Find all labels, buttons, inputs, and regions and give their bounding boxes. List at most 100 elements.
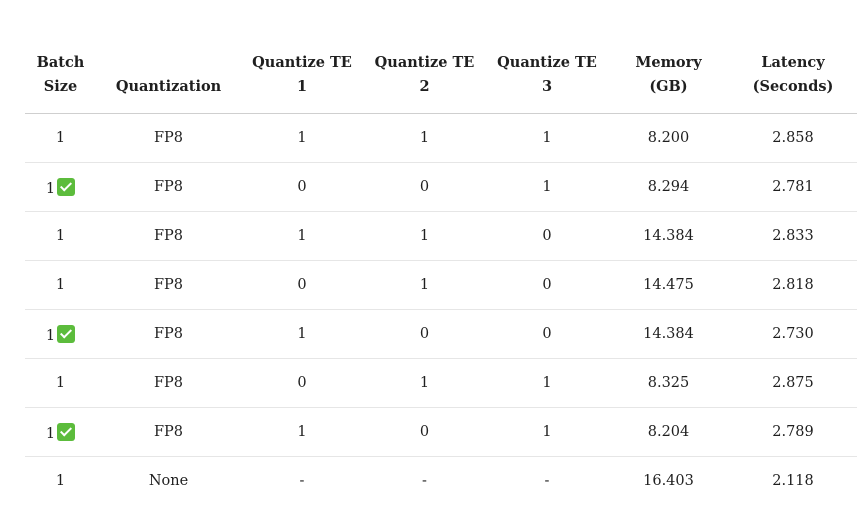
- cell-te2: -: [363, 457, 486, 505]
- batch-size-value: 1: [56, 130, 65, 146]
- header-quantize-te-1: Quantize TE 1: [241, 36, 363, 114]
- batch-size-value: 1: [46, 328, 55, 344]
- header-quantize-te-3: Quantize TE 3: [486, 36, 608, 114]
- cell-quantization: FP8: [96, 310, 241, 359]
- cell-batch-size: 1: [25, 114, 96, 163]
- header-line: 1: [245, 75, 359, 99]
- table-row: 1 FP8 1 0 0 14.384 2.730: [25, 310, 857, 359]
- check-mark-button-icon: [57, 325, 75, 343]
- table-body: 1 FP8 1 1 1 8.200 2.858 1 FP8 0 0 1 8.29…: [25, 114, 857, 505]
- cell-te3: -: [486, 457, 608, 505]
- cell-batch-size: 1: [25, 457, 96, 505]
- cell-latency: 2.858: [729, 114, 857, 163]
- cell-batch-size: 1: [25, 408, 96, 457]
- cell-batch-size: 1: [25, 310, 96, 359]
- cell-te1: 1: [241, 310, 363, 359]
- table-row: 1 FP8 1 1 0 14.384 2.833: [25, 212, 857, 261]
- header-row: Batch Size Quantization Quantize TE 1 Qu…: [25, 36, 857, 114]
- cell-te2: 1: [363, 114, 486, 163]
- cell-te1: 0: [241, 359, 363, 408]
- cell-latency: 2.833: [729, 212, 857, 261]
- cell-memory: 14.475: [608, 261, 729, 310]
- cell-te1: 0: [241, 163, 363, 212]
- cell-te2: 0: [363, 310, 486, 359]
- batch-size-value: 1: [56, 277, 65, 293]
- batch-size-value: 1: [46, 181, 55, 197]
- header-memory: Memory (GB): [608, 36, 729, 114]
- check-mark-button-icon: [57, 178, 75, 196]
- cell-te2: 1: [363, 359, 486, 408]
- cell-te1: 1: [241, 408, 363, 457]
- batch-size-value: 1: [56, 228, 65, 244]
- cell-te2: 1: [363, 261, 486, 310]
- cell-te2: 1: [363, 212, 486, 261]
- cell-te3: 1: [486, 359, 608, 408]
- header-line: (GB): [612, 75, 725, 99]
- table-row: 1 None - - - 16.403 2.118: [25, 457, 857, 505]
- cell-memory: 14.384: [608, 310, 729, 359]
- header-line: Quantize TE: [367, 51, 482, 75]
- cell-te1: 0: [241, 261, 363, 310]
- cell-latency: 2.789: [729, 408, 857, 457]
- cell-latency: 2.118: [729, 457, 857, 505]
- header-line: Quantize TE: [245, 51, 359, 75]
- cell-quantization: FP8: [96, 408, 241, 457]
- cell-te1: 1: [241, 114, 363, 163]
- cell-memory: 8.204: [608, 408, 729, 457]
- header-line: 2: [367, 75, 482, 99]
- batch-size-value: 1: [56, 375, 65, 391]
- header-line: Batch: [29, 51, 92, 75]
- cell-memory: 8.200: [608, 114, 729, 163]
- cell-batch-size: 1: [25, 261, 96, 310]
- batch-size-value: 1: [46, 426, 55, 442]
- cell-memory: 8.325: [608, 359, 729, 408]
- cell-latency: 2.875: [729, 359, 857, 408]
- cell-quantization: FP8: [96, 163, 241, 212]
- table-row: 1 FP8 0 1 0 14.475 2.818: [25, 261, 857, 310]
- table-row: 1 FP8 0 0 1 8.294 2.781: [25, 163, 857, 212]
- header-line: (Seconds): [733, 75, 853, 99]
- header-batch-size: Batch Size: [25, 36, 96, 114]
- table-row: 1 FP8 1 0 1 8.204 2.789: [25, 408, 857, 457]
- cell-latency: 2.818: [729, 261, 857, 310]
- table-row: 1 FP8 0 1 1 8.325 2.875: [25, 359, 857, 408]
- cell-memory: 16.403: [608, 457, 729, 505]
- cell-te2: 0: [363, 163, 486, 212]
- cell-latency: 2.730: [729, 310, 857, 359]
- header-line: Size: [29, 75, 92, 99]
- header-line: Quantize TE: [490, 51, 604, 75]
- cell-quantization: None: [96, 457, 241, 505]
- results-table: Batch Size Quantization Quantize TE 1 Qu…: [25, 36, 857, 505]
- check-mark-button-icon: [57, 423, 75, 441]
- table-header: Batch Size Quantization Quantize TE 1 Qu…: [25, 36, 857, 114]
- batch-size-value: 1: [56, 473, 65, 489]
- cell-te1: -: [241, 457, 363, 505]
- cell-te3: 1: [486, 408, 608, 457]
- header-line: 3: [490, 75, 604, 99]
- cell-te3: 1: [486, 114, 608, 163]
- cell-latency: 2.781: [729, 163, 857, 212]
- cell-te3: 0: [486, 261, 608, 310]
- header-quantization: Quantization: [96, 36, 241, 114]
- cell-batch-size: 1: [25, 212, 96, 261]
- cell-te1: 1: [241, 212, 363, 261]
- cell-quantization: FP8: [96, 261, 241, 310]
- cell-batch-size: 1: [25, 359, 96, 408]
- cell-te3: 0: [486, 212, 608, 261]
- cell-te2: 0: [363, 408, 486, 457]
- header-latency: Latency (Seconds): [729, 36, 857, 114]
- cell-quantization: FP8: [96, 212, 241, 261]
- header-line: Latency: [733, 51, 853, 75]
- cell-quantization: FP8: [96, 114, 241, 163]
- cell-te3: 1: [486, 163, 608, 212]
- header-line: Quantization: [100, 75, 237, 99]
- cell-quantization: FP8: [96, 359, 241, 408]
- cell-memory: 8.294: [608, 163, 729, 212]
- header-quantize-te-2: Quantize TE 2: [363, 36, 486, 114]
- cell-te3: 0: [486, 310, 608, 359]
- header-line: Memory: [612, 51, 725, 75]
- cell-memory: 14.384: [608, 212, 729, 261]
- cell-batch-size: 1: [25, 163, 96, 212]
- table-row: 1 FP8 1 1 1 8.200 2.858: [25, 114, 857, 163]
